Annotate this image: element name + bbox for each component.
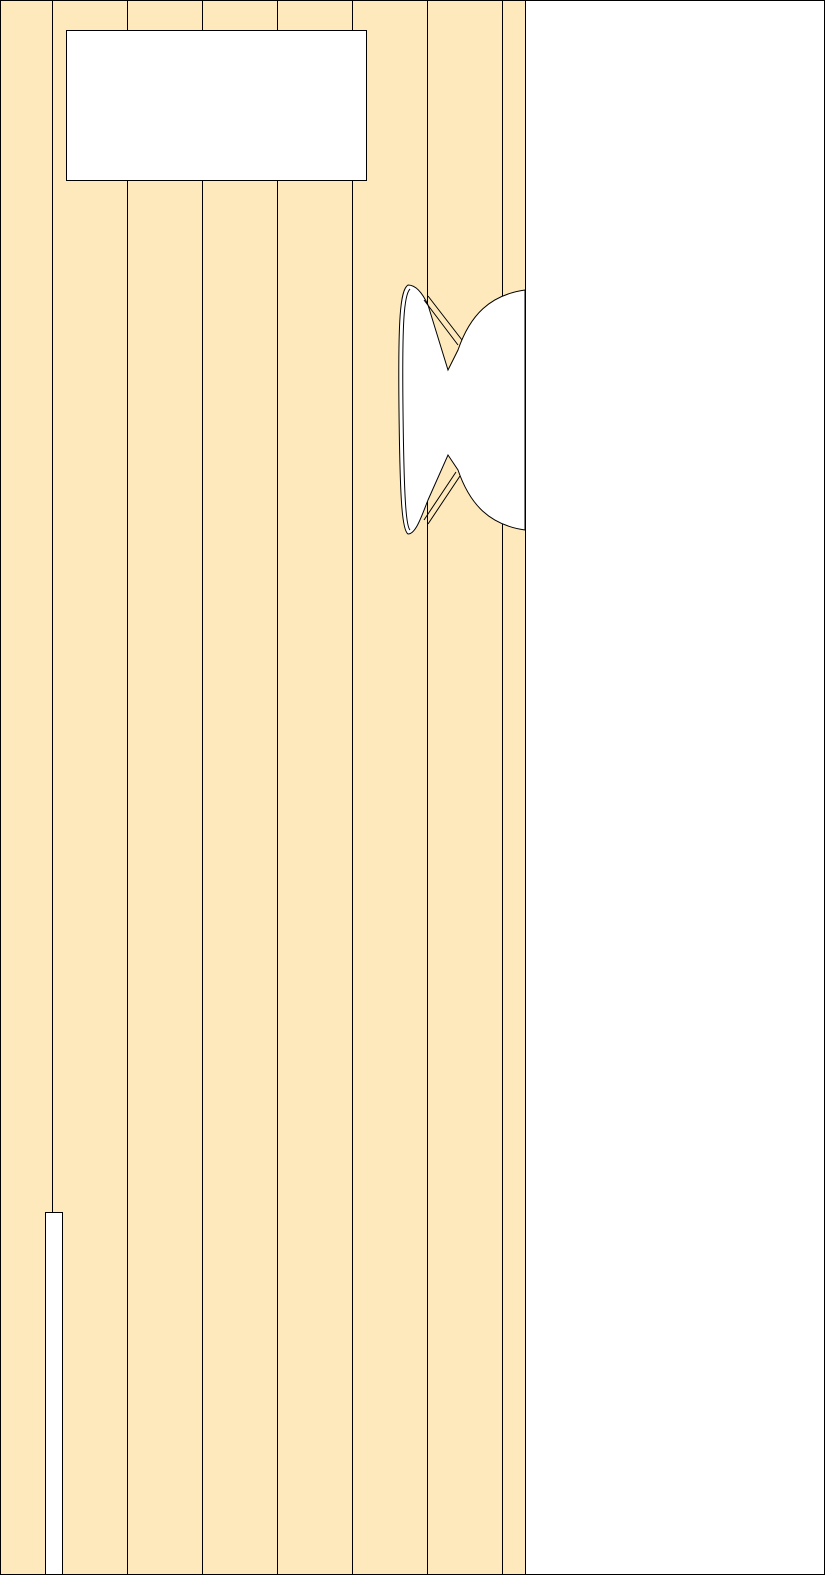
narrow-post bbox=[45, 1212, 63, 1575]
wall-bracket-icon bbox=[398, 284, 526, 535]
bracket-strap-lower bbox=[423, 471, 461, 525]
bracket-plate bbox=[398, 284, 526, 535]
bracket-strap-upper bbox=[423, 295, 463, 346]
blank-sign bbox=[66, 30, 367, 181]
bracket-plate-inner bbox=[402, 288, 411, 531]
paneled-wall bbox=[0, 0, 526, 1575]
